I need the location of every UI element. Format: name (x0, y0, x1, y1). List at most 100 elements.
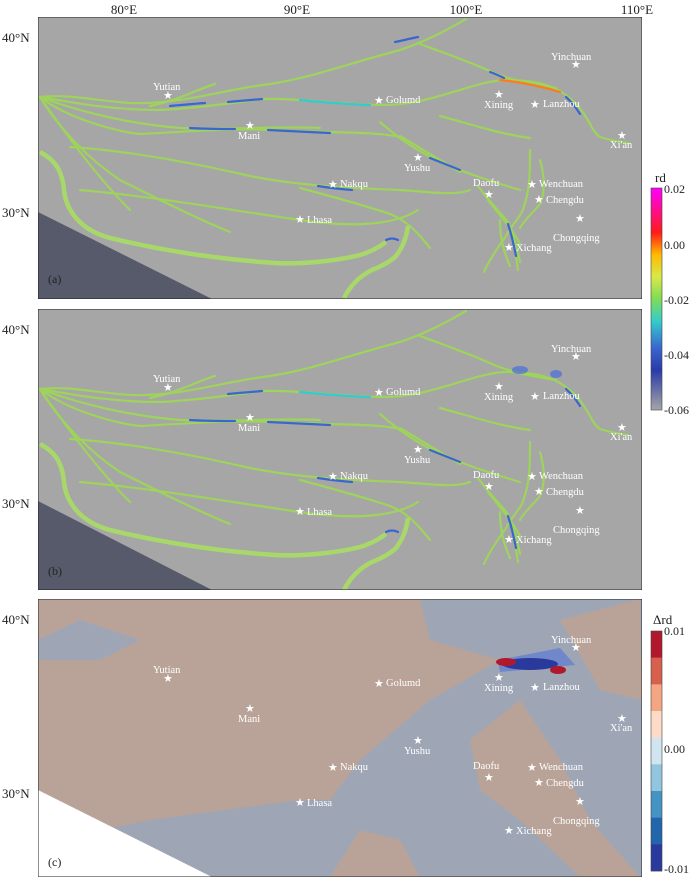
city-label-lhasa: Lhasa (307, 798, 333, 809)
colorbar-rd-tick-1: 0.00 (664, 238, 685, 252)
city-star-icon: ★ (413, 152, 423, 164)
city-star-icon: ★ (504, 825, 514, 837)
city-label-xian: Xi'an (610, 140, 633, 151)
colorbar-rd-tick-2: -0.02 (664, 293, 689, 307)
lon-tick-80: 80°E (110, 2, 138, 17)
city-star-icon: ★ (374, 95, 384, 107)
city-star-icon: ★ (494, 381, 504, 393)
city-label-mani: Mani (238, 714, 261, 725)
lon-tick-100: 100°E (449, 2, 483, 17)
colorbar-drd (650, 630, 663, 872)
city-star-icon: ★ (504, 242, 514, 254)
city-star-icon: ★ (534, 777, 544, 789)
colorbar-rd-tick-3: -0.04 (664, 348, 689, 362)
panel-a-map (38, 17, 642, 299)
city-label-yushu: Yushu (404, 746, 431, 757)
city-star-icon: ★ (575, 213, 585, 225)
excluded-region-a (38, 212, 212, 299)
city-star-icon: ★ (163, 90, 173, 102)
city-label-xining: Xining (484, 392, 514, 403)
city-label-daofu: Daofu (473, 178, 500, 189)
city-star-icon: ★ (617, 713, 627, 725)
city-star-icon: ★ (413, 735, 423, 747)
colorbar-rd-title: rd (655, 170, 666, 185)
city-star-icon: ★ (413, 444, 423, 456)
city-label-xichang: Xichang (516, 243, 552, 254)
city-label-chengdu: Chengdu (546, 778, 584, 789)
city-star-icon: ★ (328, 179, 338, 191)
city-star-icon: ★ (374, 678, 384, 690)
city-star-icon: ★ (527, 762, 537, 774)
city-label-golumd: Golumd (386, 387, 421, 398)
city-star-icon: ★ (484, 772, 494, 784)
city-star-icon: ★ (163, 673, 173, 685)
city-star-icon: ★ (571, 59, 581, 71)
city-label-xian: Xi'an (610, 432, 633, 443)
city-label-nakqu: Nakqu (340, 762, 368, 773)
panel-c-map (38, 599, 642, 877)
city-label-yushu: Yushu (404, 455, 431, 466)
city-label-wenchuan: Wenchuan (539, 762, 584, 773)
colorbar-drd-swatch (651, 657, 662, 685)
city-star-icon: ★ (328, 762, 338, 774)
city-label-lhasa: Lhasa (307, 215, 333, 226)
colorbar-drd-tick-1: 0.00 (664, 742, 685, 756)
city-star-icon: ★ (295, 506, 305, 518)
city-label-chengdu: Chengdu (546, 487, 584, 498)
city-star-icon: ★ (484, 481, 494, 493)
city-label-wenchuan: Wenchuan (539, 471, 584, 482)
city-label-chengdu: Chengdu (546, 195, 584, 206)
colorbar-drd-swatch (651, 844, 662, 872)
city-label-golumd: Golumd (386, 95, 421, 106)
city-label-lanzhou: Lanzhou (543, 682, 580, 693)
excluded-region-b (38, 501, 212, 590)
city-label-wenchuan: Wenchuan (539, 179, 584, 190)
city-label-daofu: Daofu (473, 470, 500, 481)
colorbar-drd-tick-0: 0.01 (664, 624, 685, 638)
city-star-icon: ★ (295, 214, 305, 226)
colorbar-drd-swatch (651, 791, 662, 818)
city-star-icon: ★ (374, 387, 384, 399)
panel-b-tag: (b) (48, 564, 62, 578)
city-star-icon: ★ (575, 796, 585, 808)
city-star-icon: ★ (617, 130, 627, 142)
lat-tick-40-b: 40°N (2, 322, 30, 337)
city-star-icon: ★ (245, 120, 255, 132)
city-label-lanzhou: Lanzhou (543, 391, 580, 402)
city-label-mani: Mani (238, 131, 261, 142)
city-star-icon: ★ (571, 351, 581, 363)
colorbar-rd-tick-4: -0.06 (664, 403, 689, 417)
city-label-golumd: Golumd (386, 678, 421, 689)
city-label-yinchuan: Yinchuan (551, 344, 592, 355)
city-label-yutian: Yutian (153, 82, 181, 93)
city-label-yutian: Yutian (153, 374, 181, 385)
colorbar-drd-tick-2: -0.01 (664, 862, 689, 876)
panel-b-map (38, 309, 642, 590)
colorbar-drd-swatch (651, 764, 662, 792)
city-star-icon: ★ (534, 486, 544, 498)
city-label-daofu: Daofu (473, 761, 500, 772)
city-label-chongqing: Chongqing (553, 525, 600, 536)
lat-tick-30-b: 30°N (2, 496, 30, 511)
lon-tick-110: 110°E (620, 2, 654, 17)
city-star-icon: ★ (534, 194, 544, 206)
lat-tick-40-c: 40°N (2, 612, 30, 627)
colorbar-drd-swatch (651, 684, 662, 712)
city-star-icon: ★ (527, 179, 537, 191)
city-label-nakqu: Nakqu (340, 179, 368, 190)
city-star-icon: ★ (484, 189, 494, 201)
city-label-xichang: Xichang (516, 535, 552, 546)
panel-a-tag: (a) (48, 272, 62, 286)
city-star-icon: ★ (245, 412, 255, 424)
city-star-icon: ★ (530, 682, 540, 694)
city-label-xian: Xi'an (610, 723, 633, 734)
colorbar-rd-tick-0: 0.02 (664, 182, 685, 196)
city-star-icon: ★ (245, 703, 255, 715)
city-label-yushu: Yushu (404, 163, 431, 174)
city-label-chongqing: Chongqing (553, 816, 600, 827)
city-label-yutian: Yutian (153, 665, 181, 676)
colorbar-drd-swatch (651, 817, 662, 845)
city-label-mani: Mani (238, 423, 261, 434)
city-label-yinchuan: Yinchuan (551, 635, 592, 646)
colorbar-rd (650, 187, 663, 411)
